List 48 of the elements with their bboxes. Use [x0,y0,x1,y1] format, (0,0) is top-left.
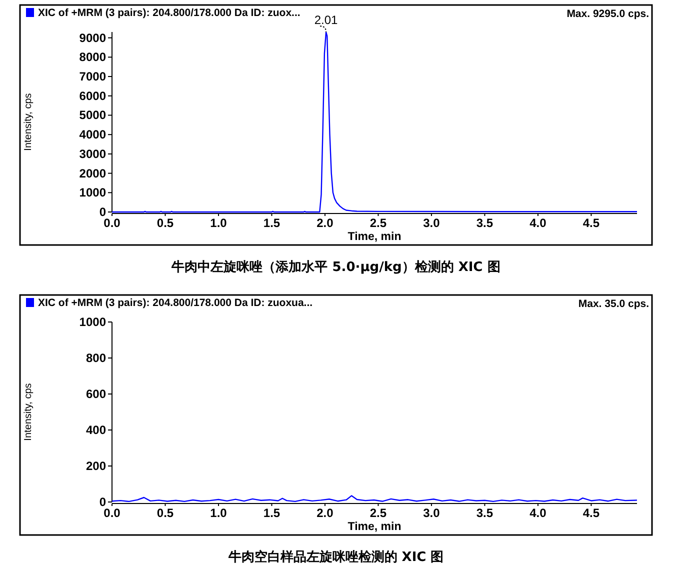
x-tick-label: 4.0 [530,216,547,230]
y-tick-label: 8000 [79,50,106,64]
x-tick-label: 0.0 [104,216,121,230]
x-tick-label: 0.0 [104,506,121,520]
x-tick-label: 4.5 [582,216,600,230]
x-tick-label: 0.5 [156,506,174,520]
y-tick-label: 600 [86,387,106,401]
y-tick-label: 5000 [79,108,106,122]
y-tick-label: 2000 [79,166,106,180]
legend-label: XIC of +MRM (3 pairs): 204.800/178.000 Da ID: zuoxua... [38,297,313,309]
x-tick-label: 2.0 [316,506,334,520]
text: Max. 9295.0 cps. [566,8,650,20]
y-tick-label: 9000 [79,30,106,45]
text: 牛肉中左旋咪唑（添加水平 5.0·μg/kg）检测的 XIC 图 [170,259,500,275]
x-tick-label: 3.0 [423,506,440,520]
x-tick-label: 3.5 [476,506,494,520]
x-tick-label: 2.5 [370,216,387,230]
y-tick-label: 1000 [79,315,106,329]
y-tick-label: 400 [86,423,106,437]
y-tick-label: 0 [99,495,106,509]
x-axis-title: Time, min [348,521,402,533]
x-tick-label: 2.0 [316,216,334,230]
text: Max. 35.0 cps. [578,298,650,310]
x-tick-label: 3.0 [423,216,440,230]
x-tick-label: 0.5 [156,216,174,230]
y-tick-label: 800 [86,351,106,365]
x-tick-label: 2.5 [370,506,387,520]
x-tick-label: 4.5 [582,506,600,520]
text: 牛肉空白样品左旋咪唑检测的 XIC 图 [227,549,444,565]
x-tick-label: 1.5 [263,506,280,520]
y-axis-title: Intensity, cps [23,383,34,441]
y-tick-label: 4000 [79,128,106,142]
x-tick-label: 1.5 [263,216,280,230]
annotation: 2.01 [314,13,338,28]
x-tick-label: 1.0 [210,506,228,520]
y-axis-title: Intensity, cps [23,93,34,151]
x-tick-label: 4.0 [530,506,547,520]
x-tick-label: 3.5 [476,216,494,230]
y-tick-label: 3000 [79,146,106,161]
y-tick-label: 0 [99,205,106,219]
y-tick-label: 200 [86,459,106,473]
y-tick-label: 6000 [79,88,106,103]
y-tick-label: 1000 [79,186,106,200]
line-series [111,32,638,213]
legend-label: XIC of +MRM (3 pairs): 204.800/178.000 Da ID: zuox... [38,7,300,19]
x-axis-title: Time, min [348,231,402,243]
x-tick-label: 1.0 [210,216,228,230]
y-tick-label: 7000 [79,70,106,84]
